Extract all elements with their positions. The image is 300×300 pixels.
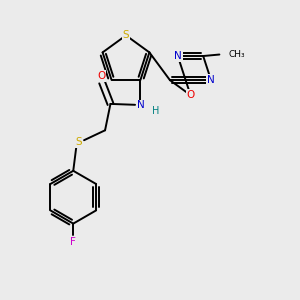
Text: N: N (136, 100, 144, 110)
Text: S: S (123, 30, 129, 40)
Text: N: N (174, 51, 182, 61)
Text: H: H (152, 106, 160, 116)
Text: CH₃: CH₃ (228, 50, 245, 59)
Text: O: O (97, 71, 106, 81)
Text: O: O (186, 90, 195, 100)
Text: S: S (75, 137, 82, 147)
Text: N: N (207, 75, 215, 85)
Text: F: F (70, 237, 76, 247)
